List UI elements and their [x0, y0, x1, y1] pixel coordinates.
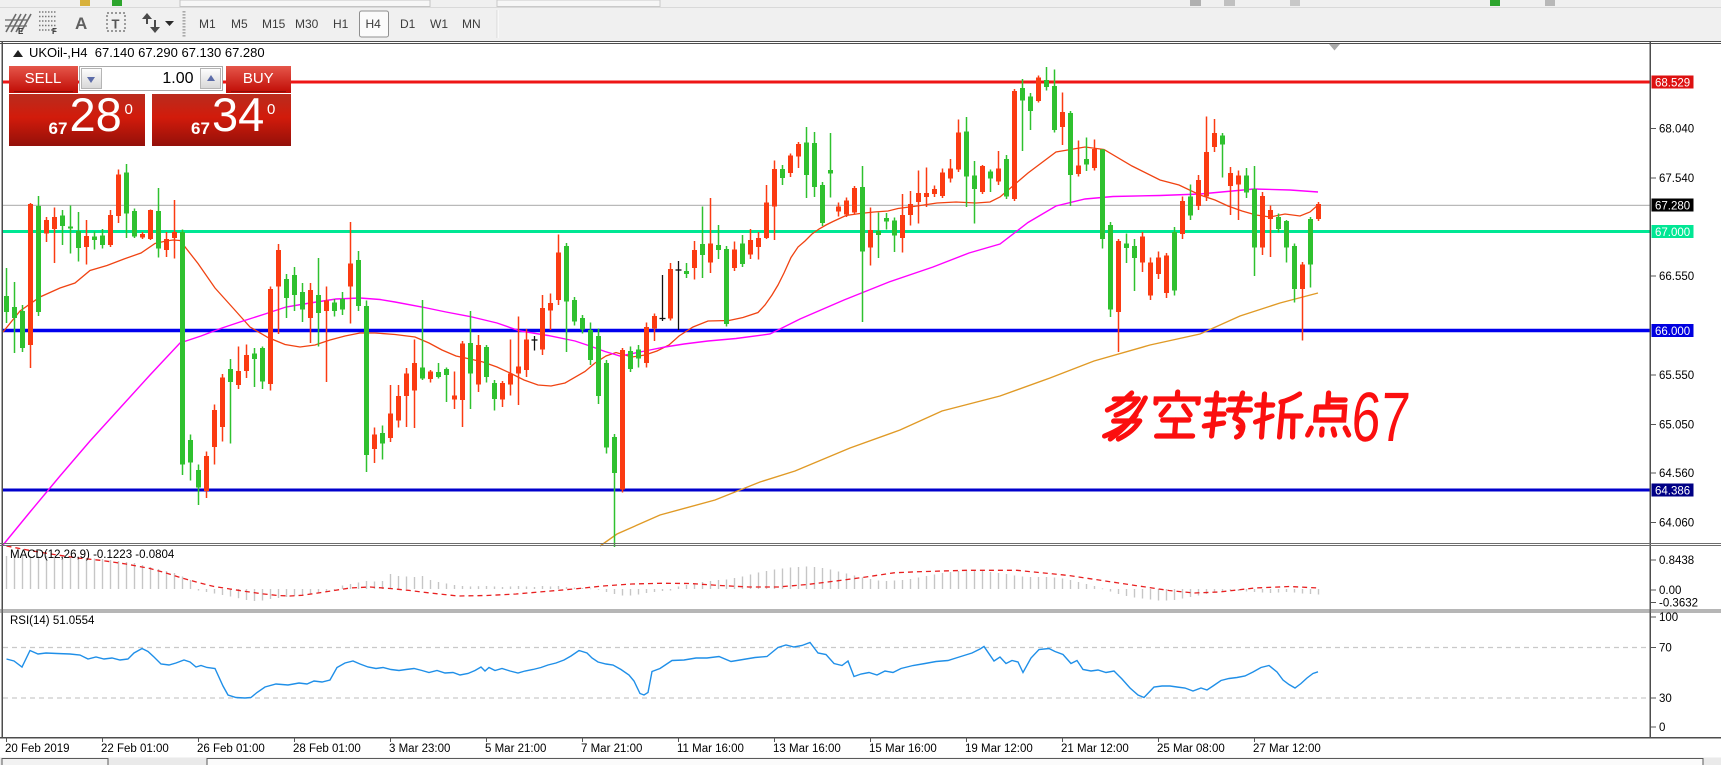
svg-text:65.050: 65.050 — [1659, 420, 1694, 432]
svg-text:66.550: 66.550 — [1659, 271, 1694, 283]
svg-text:E: E — [18, 27, 24, 36]
svg-text:-0.3632: -0.3632 — [1659, 598, 1698, 610]
svg-text:M1: M1 — [199, 17, 216, 31]
svg-text:22 Feb 01:00: 22 Feb 01:00 — [101, 743, 169, 755]
svg-text:20 Feb 2019: 20 Feb 2019 — [5, 743, 70, 755]
svg-text:D1: D1 — [400, 17, 416, 31]
svg-text:M15: M15 — [262, 17, 286, 31]
svg-text:25 Mar 08:00: 25 Mar 08:00 — [1157, 743, 1225, 755]
svg-text:70: 70 — [1659, 643, 1672, 655]
svg-text:64.386: 64.386 — [1655, 486, 1690, 498]
svg-text:W1: W1 — [430, 17, 448, 31]
svg-text:A: A — [75, 14, 87, 33]
svg-text:19 Mar 12:00: 19 Mar 12:00 — [965, 743, 1033, 755]
svg-text:30: 30 — [1659, 693, 1672, 705]
svg-text:11 Mar 16:00: 11 Mar 16:00 — [677, 743, 744, 755]
svg-text:100: 100 — [1659, 612, 1678, 624]
svg-text:15 Mar 16:00: 15 Mar 16:00 — [869, 743, 937, 755]
svg-text:M5: M5 — [231, 17, 248, 31]
svg-text:MACD(12,26,9) -0.1223 -0.0804: MACD(12,26,9) -0.1223 -0.0804 — [10, 549, 175, 561]
svg-text:64.060: 64.060 — [1659, 518, 1694, 530]
svg-text:5 Mar 21:00: 5 Mar 21:00 — [485, 743, 546, 755]
svg-text:67.540: 67.540 — [1659, 173, 1694, 185]
svg-text:28 Feb 01:00: 28 Feb 01:00 — [293, 743, 361, 755]
svg-text:65.550: 65.550 — [1659, 370, 1694, 382]
svg-text:21 Mar 12:00: 21 Mar 12:00 — [1061, 743, 1129, 755]
svg-text:0.00: 0.00 — [1659, 585, 1681, 597]
svg-text:67: 67 — [1349, 379, 1412, 457]
svg-text:27 Mar 12:00: 27 Mar 12:00 — [1253, 743, 1321, 755]
svg-text:7 Mar 21:00: 7 Mar 21:00 — [581, 743, 642, 755]
svg-text:68.040: 68.040 — [1659, 124, 1694, 136]
svg-text:M30: M30 — [295, 17, 319, 31]
svg-text:26 Feb 01:00: 26 Feb 01:00 — [197, 743, 265, 755]
svg-text:F: F — [52, 27, 57, 36]
svg-text:H1: H1 — [333, 17, 349, 31]
svg-text:RSI(14) 51.0554: RSI(14) 51.0554 — [10, 615, 95, 627]
svg-text:H4: H4 — [366, 17, 382, 31]
svg-text:0.8438: 0.8438 — [1659, 555, 1694, 567]
svg-text:64.560: 64.560 — [1659, 468, 1694, 480]
svg-text:67.280: 67.280 — [1655, 201, 1690, 213]
svg-text:13 Mar 16:00: 13 Mar 16:00 — [773, 743, 841, 755]
svg-text:68.529: 68.529 — [1655, 78, 1690, 90]
svg-text:67.000: 67.000 — [1655, 227, 1690, 239]
svg-text:66.000: 66.000 — [1655, 326, 1690, 338]
svg-text:3 Mar 23:00: 3 Mar 23:00 — [389, 743, 450, 755]
svg-text:MN: MN — [462, 17, 481, 31]
svg-text:T: T — [112, 17, 120, 32]
svg-text:0: 0 — [1659, 722, 1665, 734]
